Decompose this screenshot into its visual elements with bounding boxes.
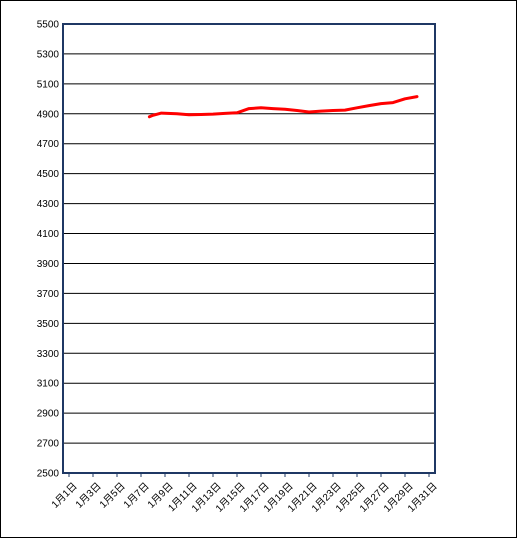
data-point xyxy=(272,107,274,110)
data-point xyxy=(160,112,163,114)
series-line xyxy=(147,95,419,119)
data-point xyxy=(380,102,382,105)
data-point xyxy=(332,109,334,112)
data-point xyxy=(224,112,226,115)
data-point xyxy=(296,109,298,112)
y-tick-label: 5100 xyxy=(37,79,60,90)
data-point xyxy=(320,110,322,112)
data-point xyxy=(284,108,286,111)
data-point xyxy=(236,111,238,114)
data-point xyxy=(148,115,151,118)
data-point xyxy=(188,114,190,116)
y-tick-label: 3500 xyxy=(37,319,60,330)
data-point xyxy=(368,104,370,107)
data-point xyxy=(176,113,178,115)
x-tick-label: 1月7日 xyxy=(121,480,151,510)
x-axis-tick-labels: 1月1日1月3日1月5日1月7日1月9日1月11日1月13日1月15日1月17日… xyxy=(49,473,440,515)
data-point xyxy=(248,107,250,110)
y-tick-label: 2500 xyxy=(37,469,60,480)
x-tick-label: 1月5日 xyxy=(97,480,127,510)
data-point xyxy=(416,95,418,98)
y-tick-label: 3900 xyxy=(37,259,60,270)
y-axis-tick-labels: 2500 2700 2900 3100 3300 3500 3700 3900 4100 4300… xyxy=(37,20,60,480)
y-tick-label: 4100 xyxy=(37,229,60,240)
data-point xyxy=(200,113,202,116)
data-point xyxy=(212,113,214,115)
data-point xyxy=(260,107,262,109)
y-tick-label: 4700 xyxy=(37,139,60,150)
y-tick-label: 4900 xyxy=(37,109,60,120)
y-tick-label: 4300 xyxy=(37,199,60,210)
data-point xyxy=(308,111,310,113)
y-tick-label: 3700 xyxy=(37,289,60,300)
data-point xyxy=(356,107,358,109)
data-point xyxy=(404,98,406,100)
data-point xyxy=(152,114,154,117)
y-tick-label: 2900 xyxy=(37,409,60,420)
data-point xyxy=(392,101,394,104)
y-tick-label: 4500 xyxy=(37,169,60,180)
y-tick-label: 2700 xyxy=(37,439,60,450)
x-tick-label: 1月1日 xyxy=(49,480,79,510)
y-tick-label: 3300 xyxy=(37,349,60,360)
plot-area-border xyxy=(62,23,436,474)
y-tick-label: 3100 xyxy=(37,379,60,390)
grid-lines xyxy=(63,53,435,444)
data-point xyxy=(344,109,346,111)
y-tick-label: 5300 xyxy=(37,49,60,60)
series-layer xyxy=(147,95,419,119)
y-tick-label: 5500 xyxy=(37,20,60,31)
x-tick-label: 1月3日 xyxy=(73,480,103,510)
